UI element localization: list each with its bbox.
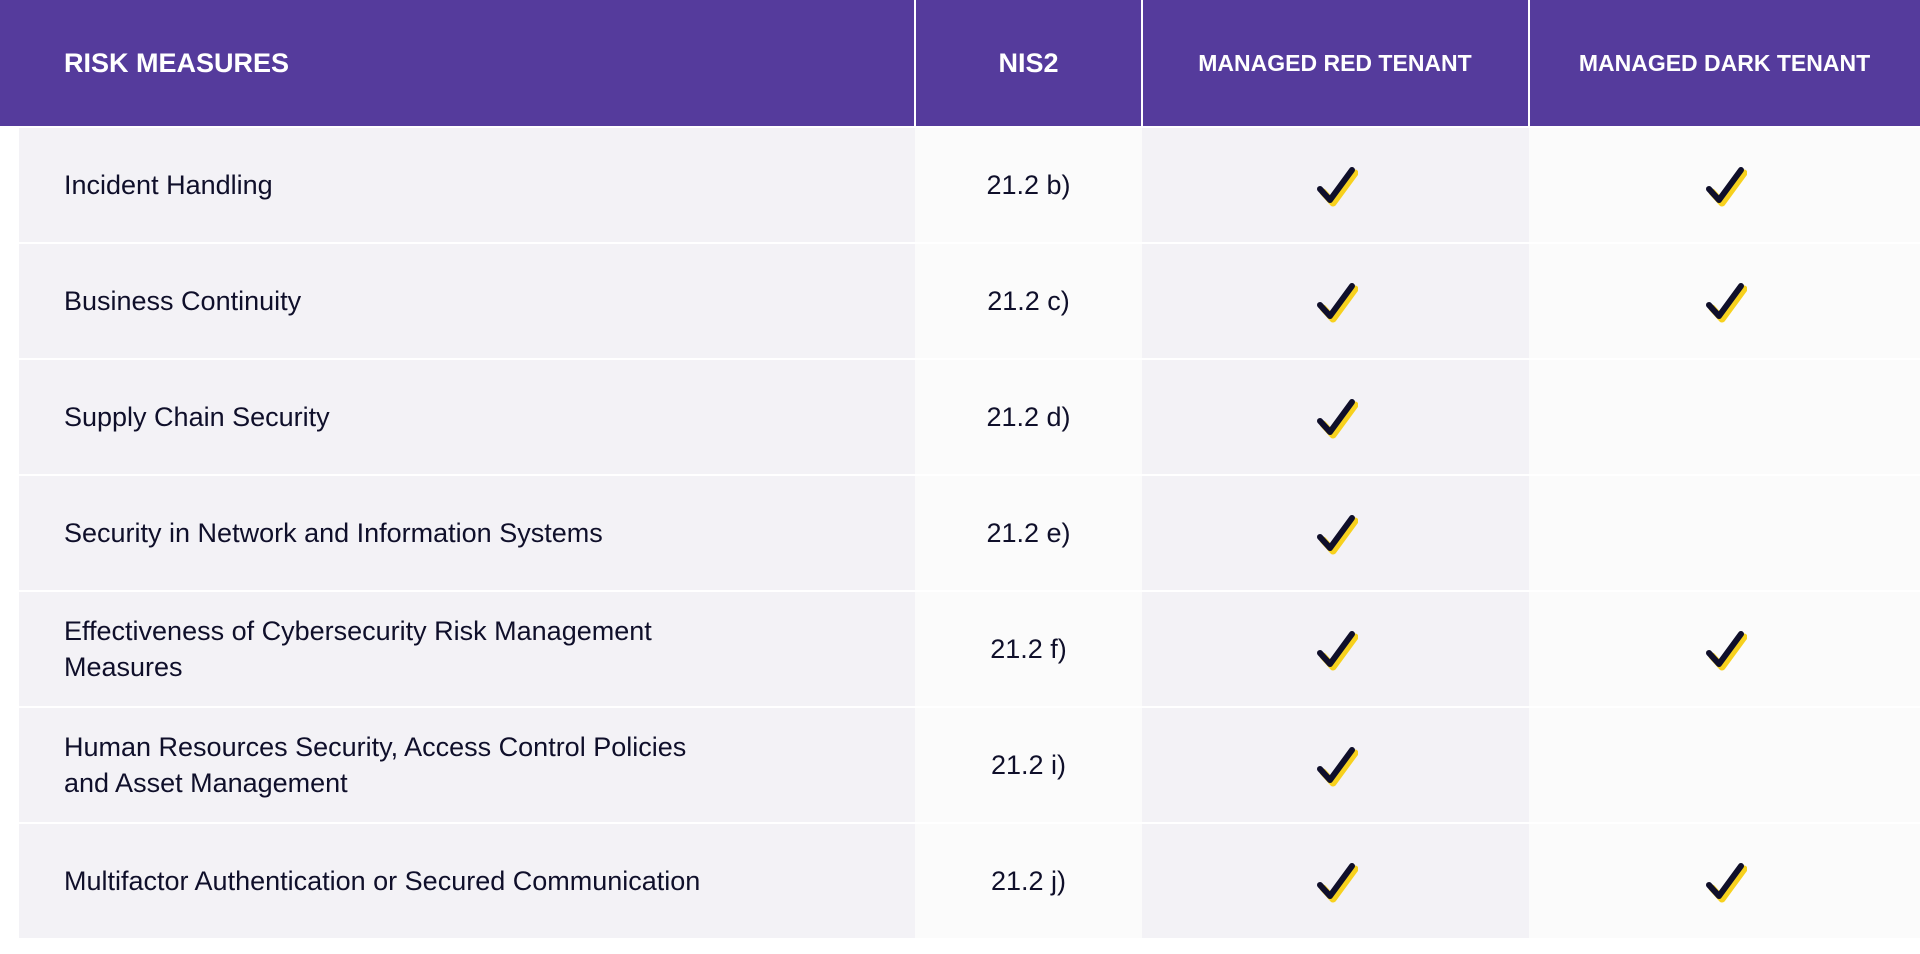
nis2-reference: 21.2 b) (986, 169, 1071, 200)
managed-dark-tenant-cell (1529, 476, 1920, 590)
header-risk-measures: RISK MEASURES (64, 47, 290, 78)
risk-measure-label: Supply Chain Security (64, 402, 330, 432)
nis2-reference: 21.2 e) (986, 517, 1071, 548)
cell-bg (19, 244, 915, 358)
check-icon (1316, 167, 1358, 207)
cell-bg (1142, 708, 1529, 822)
cell-bg (915, 128, 1142, 242)
managed-red-tenant-cell (1142, 824, 1529, 938)
cell-bg (1529, 128, 1920, 242)
table-row: Supply Chain Security 21.2 d) (0, 360, 1920, 474)
cell-bg (19, 128, 915, 242)
cell-bg (1529, 824, 1920, 938)
cell-bg (19, 708, 915, 822)
cell-bg (915, 476, 1142, 590)
risk-measure-label: Business Continuity (64, 286, 302, 316)
cell-bg (1142, 592, 1529, 706)
nis2-reference: 21.2 i) (990, 749, 1067, 780)
check-icon (1316, 631, 1358, 671)
managed-red-tenant-cell (1142, 360, 1529, 474)
managed-dark-tenant-cell (1529, 592, 1920, 706)
header-divider (914, 0, 916, 126)
managed-dark-tenant-cell (1529, 244, 1920, 358)
managed-red-tenant-cell (1142, 244, 1529, 358)
cell-bg (915, 244, 1142, 358)
header-managed-dark-tenant: MANAGED DARK TENANT (1578, 49, 1871, 76)
risk-measure-label: Incident Handling (64, 170, 273, 200)
nis2-reference: 21.2 j) (990, 865, 1067, 896)
managed-red-tenant-cell (1142, 128, 1529, 242)
cell-bg (1529, 244, 1920, 358)
nis2-reference: 21.2 c) (987, 285, 1070, 316)
managed-dark-tenant-cell (1529, 824, 1920, 938)
managed-red-tenant-cell (1142, 708, 1529, 822)
cell-bg (915, 708, 1142, 822)
check-icon (1316, 283, 1358, 323)
cell-bg (1142, 476, 1529, 590)
table-row: Business Continuity 21.2 c) (0, 244, 1920, 358)
cell-bg (1142, 128, 1529, 242)
check-icon (1705, 283, 1747, 323)
header-divider (1141, 0, 1143, 126)
cell-bg (1142, 360, 1529, 474)
managed-dark-tenant-cell (1529, 708, 1920, 822)
risk-measure-label: Human Resources Security, Access Control… (64, 732, 687, 798)
header-nis2: NIS2 (998, 47, 1059, 78)
cell-bg (1529, 360, 1920, 474)
check-icon (1316, 399, 1358, 439)
managed-dark-tenant-cell (1529, 128, 1920, 242)
check-icon (1705, 631, 1747, 671)
cell-bg (915, 360, 1142, 474)
table-row: Human Resources Security, Access Control… (0, 708, 1920, 822)
risk-measure-label: Multifactor Authentication or Secured Co… (64, 866, 701, 896)
check-icon (1705, 863, 1747, 903)
cell-bg (19, 360, 915, 474)
cell-bg (1529, 476, 1920, 590)
header-managed-red-tenant: MANAGED RED TENANT (1198, 49, 1472, 76)
table-header: RISK MEASURES NIS2 MANAGED RED TENANT MA… (0, 0, 1920, 126)
cell-bg (19, 824, 915, 938)
nis2-reference: 21.2 d) (986, 401, 1071, 432)
header-divider (1528, 0, 1530, 126)
cell-bg (915, 592, 1142, 706)
managed-dark-tenant-cell (1529, 360, 1920, 474)
table-row: Multifactor Authentication or Secured Co… (0, 824, 1920, 938)
managed-red-tenant-cell (1142, 476, 1529, 590)
check-icon (1316, 747, 1358, 787)
managed-red-tenant-cell (1142, 592, 1529, 706)
check-icon (1316, 863, 1358, 903)
cell-bg (19, 476, 915, 590)
check-icon (1316, 515, 1358, 555)
risk-measure-label: Security in Network and Information Syst… (64, 518, 603, 548)
cell-bg (1529, 708, 1920, 822)
table-row: Security in Network and Information Syst… (0, 476, 1920, 590)
cell-bg (19, 592, 915, 706)
cell-bg (915, 824, 1142, 938)
check-icon (1705, 167, 1747, 207)
risk-measure-label: Effectiveness of Cybersecurity Risk Mana… (64, 616, 652, 682)
table-row: Effectiveness of Cybersecurity Risk Mana… (0, 592, 1920, 706)
table-row: Incident Handling 21.2 b) (0, 128, 1920, 242)
cell-bg (1142, 824, 1529, 938)
nis2-reference: 21.2 f) (990, 633, 1067, 664)
cell-bg (1142, 244, 1529, 358)
cell-bg (1529, 592, 1920, 706)
